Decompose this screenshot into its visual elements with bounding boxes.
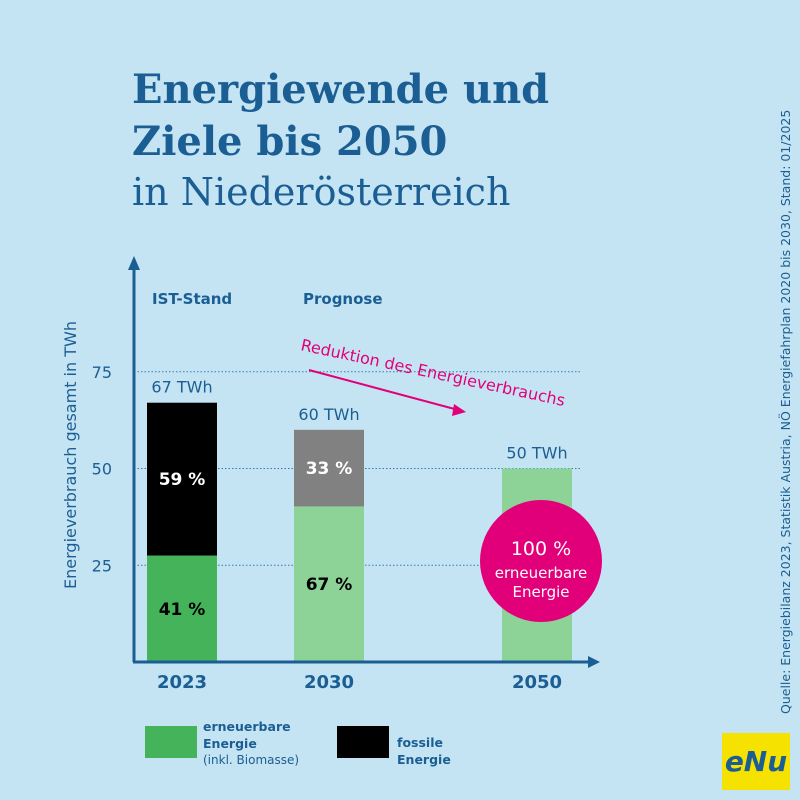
legend-label-renewable: erneuerbare Energie — [203, 718, 291, 752]
annotation-arrow-head — [452, 404, 466, 416]
legend-fossil-line1: fossile — [397, 735, 443, 750]
x-tick-label-2030: 2030 — [304, 672, 354, 693]
title-line-2: Ziele bis 2050 — [132, 118, 448, 165]
legend-renewable-sub: (inkl. Biomasse) — [203, 753, 300, 767]
title-line-1: Energiewende und — [132, 66, 550, 113]
data-label-2023-fossil: 59 % — [159, 470, 206, 490]
bar-2030-fossil — [294, 429, 364, 507]
y-axis-title: Energieverbrauch gesamt in TWh — [61, 321, 80, 589]
y-tick-label-25: 25 — [92, 556, 112, 575]
section-label-ist: IST-Stand — [152, 290, 232, 308]
legend-swatch-renewable — [145, 726, 197, 758]
badge-circle — [480, 500, 602, 622]
logo-text: eNu — [724, 745, 788, 778]
y-tick-label-75: 75 — [92, 363, 112, 382]
total-label-2050: 50 TWh — [506, 444, 567, 463]
legend-renewable-line2: Energie — [203, 736, 257, 751]
x-axis-arrow — [588, 656, 600, 668]
y-tick-label-50: 50 — [92, 460, 112, 479]
page-title: Energiewende und Ziele bis 2050 — [132, 64, 549, 168]
x-tick-label-2023: 2023 — [157, 672, 207, 693]
data-label-2030-fossil: 33 % — [306, 459, 353, 479]
annotation-arrow-line — [308, 369, 463, 412]
legend-renewable-line1: erneuerbare — [203, 719, 291, 734]
total-label-2023: 67 TWh — [151, 378, 212, 397]
bar-2030-renewable — [294, 506, 364, 662]
bar-2023-renewable — [147, 555, 217, 662]
total-label-2030: 60 TWh — [298, 405, 359, 424]
badge-line-2: erneuerbare — [495, 564, 588, 582]
legend-swatch-fossil — [337, 726, 389, 758]
data-label-2023-renewable: 41 % — [159, 600, 206, 620]
y-axis-arrow — [128, 256, 140, 270]
source-note: Quelle: Energiebilanz 2023, Statistik Au… — [778, 109, 793, 714]
legend-label-fossil: fossile Energie — [397, 734, 451, 768]
data-label-2030-renewable: 67 % — [306, 575, 353, 595]
enu-logo: eNu — [722, 733, 790, 790]
page-subtitle: in Niederösterreich — [132, 170, 511, 214]
x-tick-label-2050: 2050 — [512, 672, 562, 693]
badge-line-1: 100 % — [511, 538, 571, 560]
section-label-prognose: Prognose — [303, 290, 383, 308]
legend-fossil-line2: Energie — [397, 752, 451, 767]
bar-2023-fossil — [147, 402, 217, 556]
badge-line-3: Energie — [512, 583, 569, 601]
annotation-reduction: Reduktion des Energieverbrauchs — [299, 335, 567, 410]
